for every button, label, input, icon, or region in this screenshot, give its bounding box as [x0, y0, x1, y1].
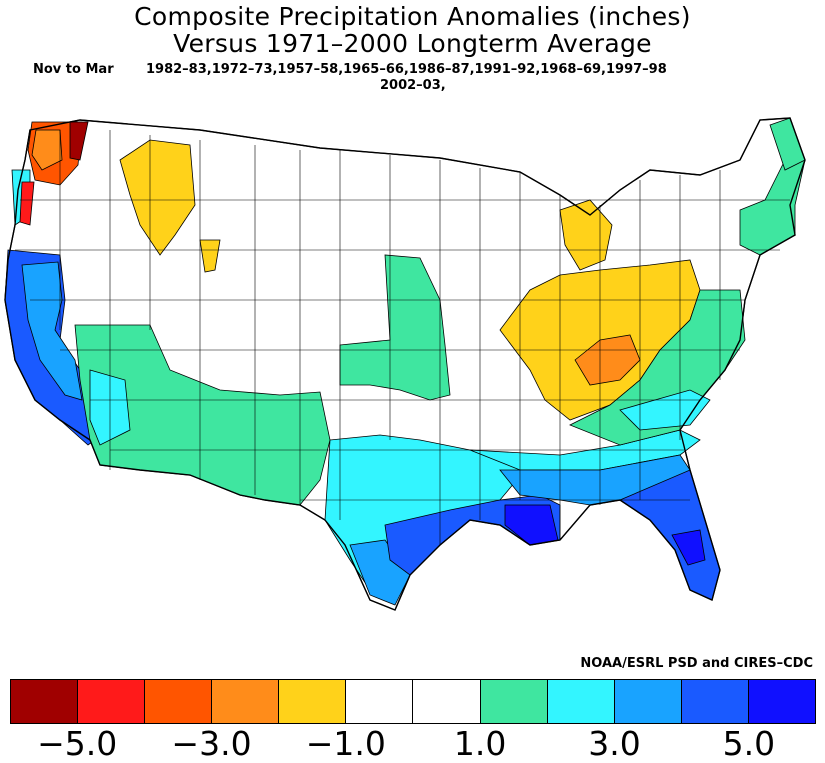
legend-swatch-6 — [413, 680, 481, 723]
northern-idaho-region — [119, 139, 196, 256]
florida-core-region — [671, 529, 706, 566]
legend-tick-4: 3.0 — [588, 724, 641, 763]
legend-swatch-7 — [480, 680, 548, 723]
legend-swatch-1 — [78, 680, 146, 723]
legend-swatch-10 — [681, 680, 749, 723]
us-precip-map — [4, 117, 806, 611]
legend-tick-1: −3.0 — [171, 724, 252, 763]
composite-years-line1: 1982–83,1972–73,1957–58,1965–66,1986–87,… — [146, 62, 667, 77]
legend-swatch-5 — [346, 680, 414, 723]
legend-swatch-0 — [11, 680, 79, 723]
legend-swatch-3 — [212, 680, 280, 723]
credit-label: NOAA/ESRL PSD and CIRES–CDC — [580, 656, 813, 671]
map-title-line2: Versus 1971–2000 Longterm Average — [173, 29, 652, 58]
legend-swatch-4 — [279, 680, 347, 723]
map-title-line1: Composite Precipitation Anomalies (inche… — [134, 2, 691, 31]
central-plains-region — [339, 254, 451, 401]
louisiana-region — [504, 504, 559, 546]
washington-coast-region — [31, 129, 63, 171]
conus-border — [4, 117, 806, 611]
period-label: Nov to Mar — [33, 62, 114, 77]
legend-tick-2: −1.0 — [305, 724, 386, 763]
legend-swatch-2 — [145, 680, 213, 723]
legend-swatch-9 — [614, 680, 682, 723]
new-england-region — [739, 159, 806, 256]
legend-swatch-8 — [547, 680, 615, 723]
legend-swatch-11 — [748, 680, 815, 723]
olympic-region — [69, 121, 89, 161]
legend-colorbar — [10, 679, 816, 724]
oregon-strip-region — [19, 181, 35, 226]
composite-years-line2: 2002–03, — [380, 78, 446, 93]
western-montana-region — [199, 239, 221, 273]
legend-tick-5: 5.0 — [722, 724, 776, 763]
legend-tick-0: −5.0 — [37, 724, 118, 763]
legend-tick-3: 1.0 — [453, 724, 507, 763]
division-lines — [15, 130, 790, 545]
